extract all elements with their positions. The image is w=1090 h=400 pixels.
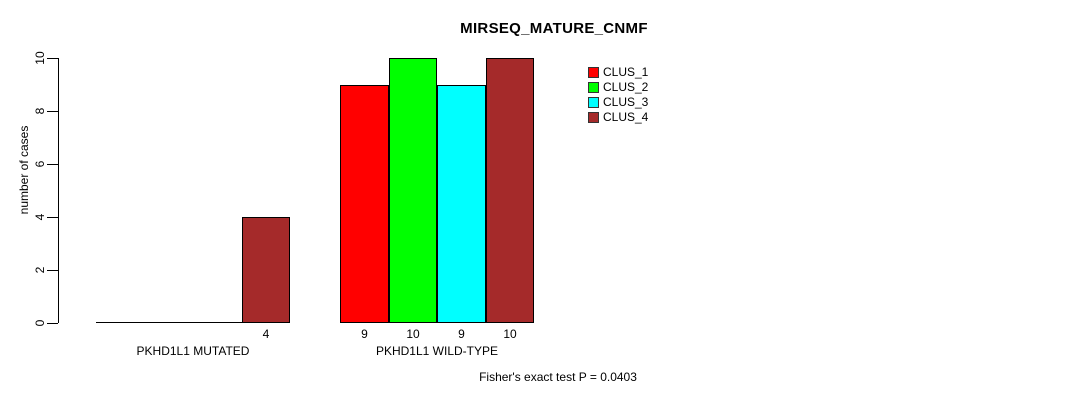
legend-swatch-clus_3 bbox=[588, 97, 599, 108]
y-axis-title: number of cases bbox=[17, 125, 31, 215]
y-tick-label: 0 bbox=[33, 319, 47, 327]
annotation-text: Fisher's exact test P = 0.0403 bbox=[479, 370, 637, 384]
bar-value-label: 9 bbox=[458, 327, 465, 341]
legend-label-clus_1: CLUS_1 bbox=[603, 65, 649, 79]
legend-swatch-clus_2 bbox=[588, 82, 599, 93]
legend-label-clus_3: CLUS_3 bbox=[603, 95, 649, 109]
bar-value-label: 9 bbox=[361, 327, 368, 341]
chart-title: MIRSEQ_MATURE_CNMF bbox=[460, 20, 648, 37]
y-tick bbox=[47, 270, 58, 271]
group-baseline bbox=[96, 322, 290, 323]
y-tick bbox=[47, 164, 58, 165]
x-category-label: PKHD1L1 MUTATED bbox=[136, 344, 250, 358]
y-tick-label: 2 bbox=[33, 266, 47, 274]
y-tick bbox=[47, 323, 58, 324]
legend-swatch-clus_1 bbox=[588, 67, 599, 78]
legend-label-clus_4: CLUS_4 bbox=[603, 110, 649, 124]
bar-clus_4-1 bbox=[242, 217, 290, 323]
y-tick bbox=[47, 217, 58, 218]
y-tick bbox=[47, 58, 58, 59]
y-tick-label: 4 bbox=[33, 213, 47, 221]
y-tick-label: 6 bbox=[33, 160, 47, 168]
legend-swatch-clus_4 bbox=[588, 112, 599, 123]
bar-value-label: 4 bbox=[262, 327, 270, 341]
y-tick-label: 10 bbox=[33, 51, 47, 65]
bar-clus_2-2 bbox=[389, 58, 437, 323]
legend-label-clus_2: CLUS_2 bbox=[603, 80, 649, 94]
bar-clus_3-2 bbox=[437, 85, 486, 323]
bar-value-label: 10 bbox=[406, 327, 420, 341]
bar-clus_4-2 bbox=[486, 58, 534, 323]
y-tick bbox=[47, 111, 58, 112]
y-axis-line bbox=[58, 58, 59, 323]
bar-clus_1-2 bbox=[340, 85, 389, 323]
y-tick-label: 8 bbox=[33, 107, 47, 115]
x-category-label: PKHD1L1 WILD-TYPE bbox=[375, 344, 499, 358]
bar-value-label: 10 bbox=[503, 327, 517, 341]
